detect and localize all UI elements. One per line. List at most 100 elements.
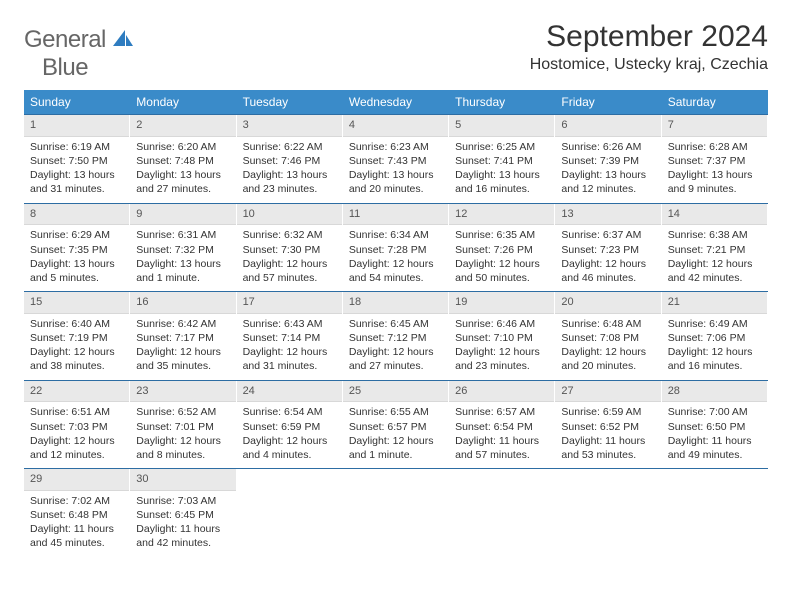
day-number: 20 [555, 292, 660, 314]
sunset-text: Sunset: 7:23 PM [561, 243, 654, 257]
sunrise-text: Sunrise: 6:40 AM [30, 317, 123, 331]
day-cell: 2Sunrise: 6:20 AMSunset: 7:48 PMDaylight… [130, 115, 236, 203]
day-number: 5 [449, 115, 554, 137]
sunset-text: Sunset: 6:50 PM [668, 420, 761, 434]
sunset-text: Sunset: 7:14 PM [243, 331, 336, 345]
daylight-text: Daylight: 12 hours and 50 minutes. [455, 257, 548, 285]
day-body: Sunrise: 6:51 AMSunset: 7:03 PMDaylight:… [24, 402, 129, 468]
sunrise-text: Sunrise: 7:02 AM [30, 494, 123, 508]
sunset-text: Sunset: 7:35 PM [30, 243, 123, 257]
day-number: 29 [24, 469, 129, 491]
day-cell: 26Sunrise: 6:57 AMSunset: 6:54 PMDayligh… [449, 381, 555, 469]
day-number: 8 [24, 204, 129, 226]
sunset-text: Sunset: 7:43 PM [349, 154, 442, 168]
week-row: 22Sunrise: 6:51 AMSunset: 7:03 PMDayligh… [24, 380, 768, 469]
daylight-text: Daylight: 13 hours and 27 minutes. [136, 168, 229, 196]
header: General Blue September 2024 Hostomice, U… [24, 20, 768, 82]
day-cell: 29Sunrise: 7:02 AMSunset: 6:48 PMDayligh… [24, 469, 130, 557]
day-number: 24 [237, 381, 342, 403]
sunset-text: Sunset: 7:06 PM [668, 331, 761, 345]
day-cell [555, 469, 661, 557]
sunset-text: Sunset: 7:08 PM [561, 331, 654, 345]
day-number: 25 [343, 381, 448, 403]
sunrise-text: Sunrise: 7:03 AM [136, 494, 229, 508]
sunrise-text: Sunrise: 6:32 AM [243, 228, 336, 242]
daylight-text: Daylight: 12 hours and 35 minutes. [136, 345, 229, 373]
daylight-text: Daylight: 12 hours and 31 minutes. [243, 345, 336, 373]
day-body: Sunrise: 6:28 AMSunset: 7:37 PMDaylight:… [662, 137, 767, 203]
sunrise-text: Sunrise: 6:45 AM [349, 317, 442, 331]
daylight-text: Daylight: 12 hours and 12 minutes. [30, 434, 123, 462]
sunrise-text: Sunrise: 6:29 AM [30, 228, 123, 242]
daylight-text: Daylight: 11 hours and 57 minutes. [455, 434, 548, 462]
dow-cell: Sunday [24, 90, 130, 114]
day-cell: 16Sunrise: 6:42 AMSunset: 7:17 PMDayligh… [130, 292, 236, 380]
sunrise-text: Sunrise: 6:28 AM [668, 140, 761, 154]
daylight-text: Daylight: 12 hours and 8 minutes. [136, 434, 229, 462]
day-cell: 12Sunrise: 6:35 AMSunset: 7:26 PMDayligh… [449, 204, 555, 292]
sail-icon [112, 34, 134, 51]
week-row: 1Sunrise: 6:19 AMSunset: 7:50 PMDaylight… [24, 114, 768, 203]
sunrise-text: Sunrise: 6:37 AM [561, 228, 654, 242]
day-number: 7 [662, 115, 767, 137]
day-body: Sunrise: 6:22 AMSunset: 7:46 PMDaylight:… [237, 137, 342, 203]
day-body: Sunrise: 6:25 AMSunset: 7:41 PMDaylight:… [449, 137, 554, 203]
day-body: Sunrise: 6:57 AMSunset: 6:54 PMDaylight:… [449, 402, 554, 468]
day-body: Sunrise: 6:34 AMSunset: 7:28 PMDaylight:… [343, 225, 448, 291]
sunrise-text: Sunrise: 6:59 AM [561, 405, 654, 419]
sunset-text: Sunset: 7:39 PM [561, 154, 654, 168]
sunset-text: Sunset: 7:17 PM [136, 331, 229, 345]
day-body: Sunrise: 6:37 AMSunset: 7:23 PMDaylight:… [555, 225, 660, 291]
day-cell: 9Sunrise: 6:31 AMSunset: 7:32 PMDaylight… [130, 204, 236, 292]
daylight-text: Daylight: 12 hours and 57 minutes. [243, 257, 336, 285]
sunset-text: Sunset: 6:45 PM [136, 508, 229, 522]
daylight-text: Daylight: 13 hours and 16 minutes. [455, 168, 548, 196]
day-number: 12 [449, 204, 554, 226]
sunrise-text: Sunrise: 6:22 AM [243, 140, 336, 154]
daylight-text: Daylight: 12 hours and 23 minutes. [455, 345, 548, 373]
day-number: 23 [130, 381, 235, 403]
day-number: 1 [24, 115, 129, 137]
day-body: Sunrise: 6:31 AMSunset: 7:32 PMDaylight:… [130, 225, 235, 291]
sunset-text: Sunset: 7:12 PM [349, 331, 442, 345]
daylight-text: Daylight: 11 hours and 42 minutes. [136, 522, 229, 550]
day-number: 17 [237, 292, 342, 314]
logo-word2: Blue [42, 54, 88, 81]
sunrise-text: Sunrise: 6:31 AM [136, 228, 229, 242]
sunrise-text: Sunrise: 6:57 AM [455, 405, 548, 419]
day-cell: 23Sunrise: 6:52 AMSunset: 7:01 PMDayligh… [130, 381, 236, 469]
dow-cell: Thursday [449, 90, 555, 114]
sunset-text: Sunset: 7:48 PM [136, 154, 229, 168]
day-cell: 4Sunrise: 6:23 AMSunset: 7:43 PMDaylight… [343, 115, 449, 203]
logo: General Blue [24, 20, 134, 82]
day-cell: 13Sunrise: 6:37 AMSunset: 7:23 PMDayligh… [555, 204, 661, 292]
day-cell [662, 469, 768, 557]
sunrise-text: Sunrise: 6:48 AM [561, 317, 654, 331]
sunset-text: Sunset: 7:46 PM [243, 154, 336, 168]
daylight-text: Daylight: 13 hours and 20 minutes. [349, 168, 442, 196]
daylight-text: Daylight: 12 hours and 1 minute. [349, 434, 442, 462]
weeks-container: 1Sunrise: 6:19 AMSunset: 7:50 PMDaylight… [24, 114, 768, 557]
day-body: Sunrise: 6:54 AMSunset: 6:59 PMDaylight:… [237, 402, 342, 468]
day-cell: 24Sunrise: 6:54 AMSunset: 6:59 PMDayligh… [237, 381, 343, 469]
day-number: 27 [555, 381, 660, 403]
logo-word1: General [24, 26, 106, 53]
day-body: Sunrise: 6:23 AMSunset: 7:43 PMDaylight:… [343, 137, 448, 203]
title-block: September 2024 Hostomice, Ustecky kraj, … [530, 20, 768, 74]
day-body: Sunrise: 6:45 AMSunset: 7:12 PMDaylight:… [343, 314, 448, 380]
sunrise-text: Sunrise: 6:26 AM [561, 140, 654, 154]
day-number: 28 [662, 381, 767, 403]
day-body: Sunrise: 6:46 AMSunset: 7:10 PMDaylight:… [449, 314, 554, 380]
day-number: 4 [343, 115, 448, 137]
week-row: 15Sunrise: 6:40 AMSunset: 7:19 PMDayligh… [24, 291, 768, 380]
sunset-text: Sunset: 6:52 PM [561, 420, 654, 434]
day-body: Sunrise: 6:49 AMSunset: 7:06 PMDaylight:… [662, 314, 767, 380]
location: Hostomice, Ustecky kraj, Czechia [530, 56, 768, 74]
sunrise-text: Sunrise: 6:42 AM [136, 317, 229, 331]
day-cell: 1Sunrise: 6:19 AMSunset: 7:50 PMDaylight… [24, 115, 130, 203]
sunrise-text: Sunrise: 6:25 AM [455, 140, 548, 154]
day-body: Sunrise: 6:29 AMSunset: 7:35 PMDaylight:… [24, 225, 129, 291]
day-cell: 14Sunrise: 6:38 AMSunset: 7:21 PMDayligh… [662, 204, 768, 292]
sunset-text: Sunset: 7:28 PM [349, 243, 442, 257]
day-cell [343, 469, 449, 557]
